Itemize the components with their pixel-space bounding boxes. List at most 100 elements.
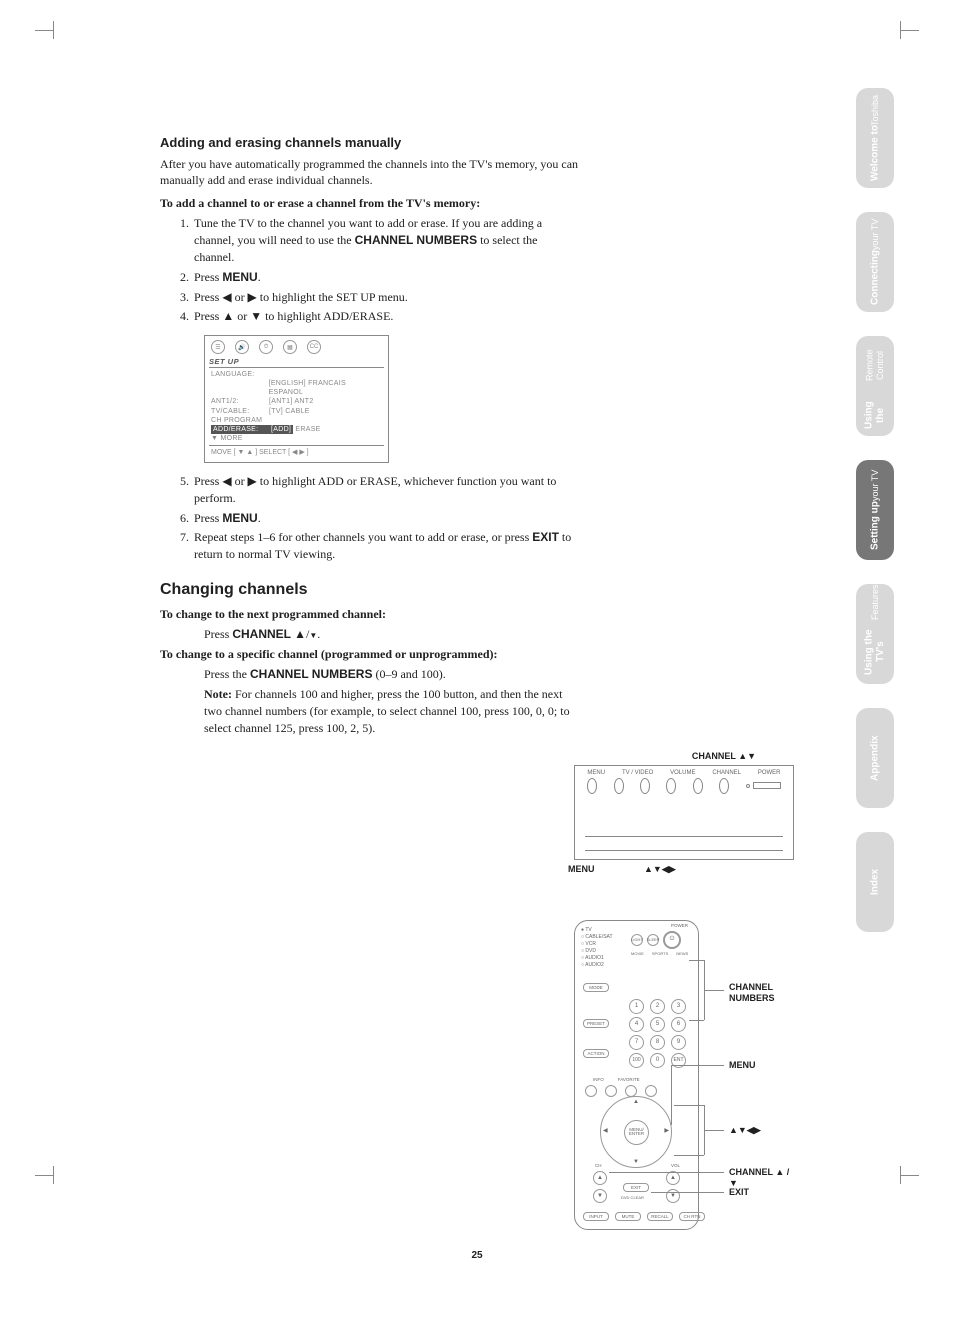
number-pad: 1 2 3 4 5 6 7 8 9 100 0 ENT (629, 999, 689, 1068)
mute-button-icon: MUTE (615, 1212, 641, 1221)
intro-paragraph: After you have automatically programmed … (160, 156, 580, 188)
osd-key: TV/CABLE: (211, 407, 269, 416)
left-arrow-icon: ◀ (603, 1127, 608, 1134)
step-text: Press (194, 270, 222, 284)
callout-arrows: ▲▼◀▶ (729, 1125, 761, 1136)
recall-button-icon: RECALL (647, 1212, 673, 1221)
step-item: Press ◀ or ▶ to highlight the SET UP men… (192, 289, 580, 306)
remote-top-buttons: LIGHT SLEEP ⏻ MOVIE SPORTS NEWS (631, 931, 688, 956)
tab-label: Welcome to (869, 126, 881, 182)
vol-up-button: ▲ (666, 1171, 680, 1185)
note-label: Note: (204, 687, 232, 701)
sub-heading: To add a channel to or erase a channel f… (160, 196, 580, 211)
setup-icon: ▦ (283, 340, 297, 354)
osd-icon-row: ☰ 🔊 ⏱ ▦ CC (209, 340, 384, 354)
tv-panel-label: POWER (758, 770, 781, 776)
tab-sublabel: Toshiba (870, 95, 880, 126)
sub-heading: To change to a specific channel (program… (160, 647, 580, 662)
sports-label: SPORTS (652, 951, 668, 956)
callout-bracket (689, 960, 704, 961)
ch-down-button: ▼ (593, 1189, 607, 1203)
menu-enter-button: MENU/ ENTER (624, 1120, 649, 1145)
channel-dial-icon (719, 778, 729, 794)
button-label: CHANNEL ▲ (232, 627, 306, 641)
action-button-icon: ACTION (583, 1049, 609, 1058)
steps-list: Press ◀ or ▶ to highlight ADD or ERASE, … (160, 473, 580, 563)
text: (0–9 and 100). (372, 667, 445, 681)
osd-row: ▼ MORE (209, 434, 384, 443)
favorite-label: FAVORITE (618, 1077, 640, 1082)
up-arrow-icon: ▲ (633, 1099, 639, 1105)
osd-key: LANGUAGE: (211, 370, 269, 379)
callout-channel: CHANNEL ▲ / ▼ (729, 1167, 794, 1189)
movie-label: MOVIE (631, 951, 644, 956)
tab-label: Using the (864, 394, 887, 436)
step-text: Press ◀ or ▶ to highlight the SET UP men… (194, 290, 408, 304)
right-arrow-icon: ▶ (664, 1127, 669, 1134)
text: . (317, 627, 320, 641)
number-0-button: 0 (650, 1053, 665, 1068)
remote-diagram: TV CABLE/SAT VCR DVD AUDIO1 AUDIO2 MODE … (574, 920, 699, 1230)
mode-button-icon: MODE (583, 983, 609, 992)
volume-dial-icon (640, 778, 650, 794)
main-column: Adding and erasing channels manually Aft… (160, 135, 580, 741)
osd-val: [ADD] (269, 425, 293, 434)
step-item: Press MENU. (192, 510, 580, 527)
callout-line (609, 1172, 724, 1173)
step-text: . (258, 270, 261, 284)
tab-welcome[interactable]: Welcome to Toshiba (856, 88, 894, 188)
number-2-button: 2 (650, 999, 665, 1014)
tv-panel-callout-arrows: ▲▼◀▶ (644, 864, 676, 875)
side-tabs: Welcome to Toshiba Connecting your TV Us… (856, 88, 894, 932)
tv-panel-callout-channel: CHANNEL ▲▼ (614, 751, 834, 761)
tab-index[interactable]: Index (856, 832, 894, 932)
tab-connecting[interactable]: Connecting your TV (856, 212, 894, 312)
preset-button-icon: PRESET (583, 1019, 609, 1028)
callout-bracket (689, 1020, 704, 1021)
osd-row: [ENGLISH] FRANCAIS ESPANOL (209, 379, 384, 397)
tv-panel-labels: MENU TV / VIDEO VOLUME CHANNEL POWER (575, 766, 793, 778)
step-item: Press ▲ or ▼ to highlight ADD/ERASE. (192, 308, 580, 325)
remote-diagram-wrap: TV CABLE/SAT VCR DVD AUDIO1 AUDIO2 MODE … (574, 920, 794, 1250)
tv-panel-buttons (575, 778, 793, 794)
picture-icon: ☰ (211, 340, 225, 354)
step-item: Press MENU. (192, 269, 580, 286)
number-8-button: 8 (650, 1035, 665, 1050)
tvvideo-dial-icon (614, 778, 624, 794)
down-arrow-icon: ▼ (633, 1159, 639, 1165)
step-item: Tune the TV to the channel you want to a… (192, 215, 580, 265)
ch-up-button: ▲ (593, 1171, 607, 1185)
osd-row: TV/CABLE:[TV] CABLE (209, 407, 384, 416)
sub-heading: To change to the next programmed channel… (160, 607, 580, 622)
tab-remote[interactable]: Using the Remote Control (856, 336, 894, 436)
tab-features[interactable]: Using the TV's Features (856, 584, 894, 684)
osd-footer: MOVE [ ▼ ▲ ] SELECT [ ◀ ▶ ] (209, 445, 384, 458)
tab-label: Index (869, 869, 881, 895)
tab-sublabel: Features (870, 584, 880, 620)
tv-panel-label: MENU (587, 770, 605, 776)
section-title: Changing channels (160, 581, 580, 599)
step-item: Repeat steps 1–6 for other channels you … (192, 529, 580, 563)
callout-line (704, 1130, 724, 1131)
tab-appendix[interactable]: Appendix (856, 708, 894, 808)
tv-panel-label: CHANNEL (712, 770, 741, 776)
tab-setting-up[interactable]: Setting up your TV (856, 460, 894, 560)
vol-label: VOL (671, 1163, 680, 1168)
power-button-icon: ⏻ (663, 931, 681, 949)
osd-val: [ANT1] ANT2 (269, 397, 314, 406)
osd-title: SET UP (209, 356, 384, 368)
step-text: Press ◀ or ▶ to highlight ADD or ERASE, … (194, 474, 556, 505)
number-6-button: 6 (671, 1017, 686, 1032)
page: Adding and erasing channels manually Aft… (0, 0, 954, 1321)
tv-panel-callout-menu: MENU (568, 864, 595, 874)
osd-val: ERASE (295, 425, 320, 434)
number-3-button: 3 (671, 999, 686, 1014)
step-text: . (258, 511, 261, 525)
power-label: POWER (671, 923, 688, 928)
number-9-button: 9 (671, 1035, 686, 1050)
ch-label: CH (595, 1163, 602, 1168)
callout-bracket (674, 1155, 704, 1156)
source-item: AUDIO2 (581, 962, 692, 969)
tv-panel-label: TV / VIDEO (622, 770, 653, 776)
osd-row-highlight: ADD/ERASE:[ADD] ERASE (209, 425, 384, 434)
